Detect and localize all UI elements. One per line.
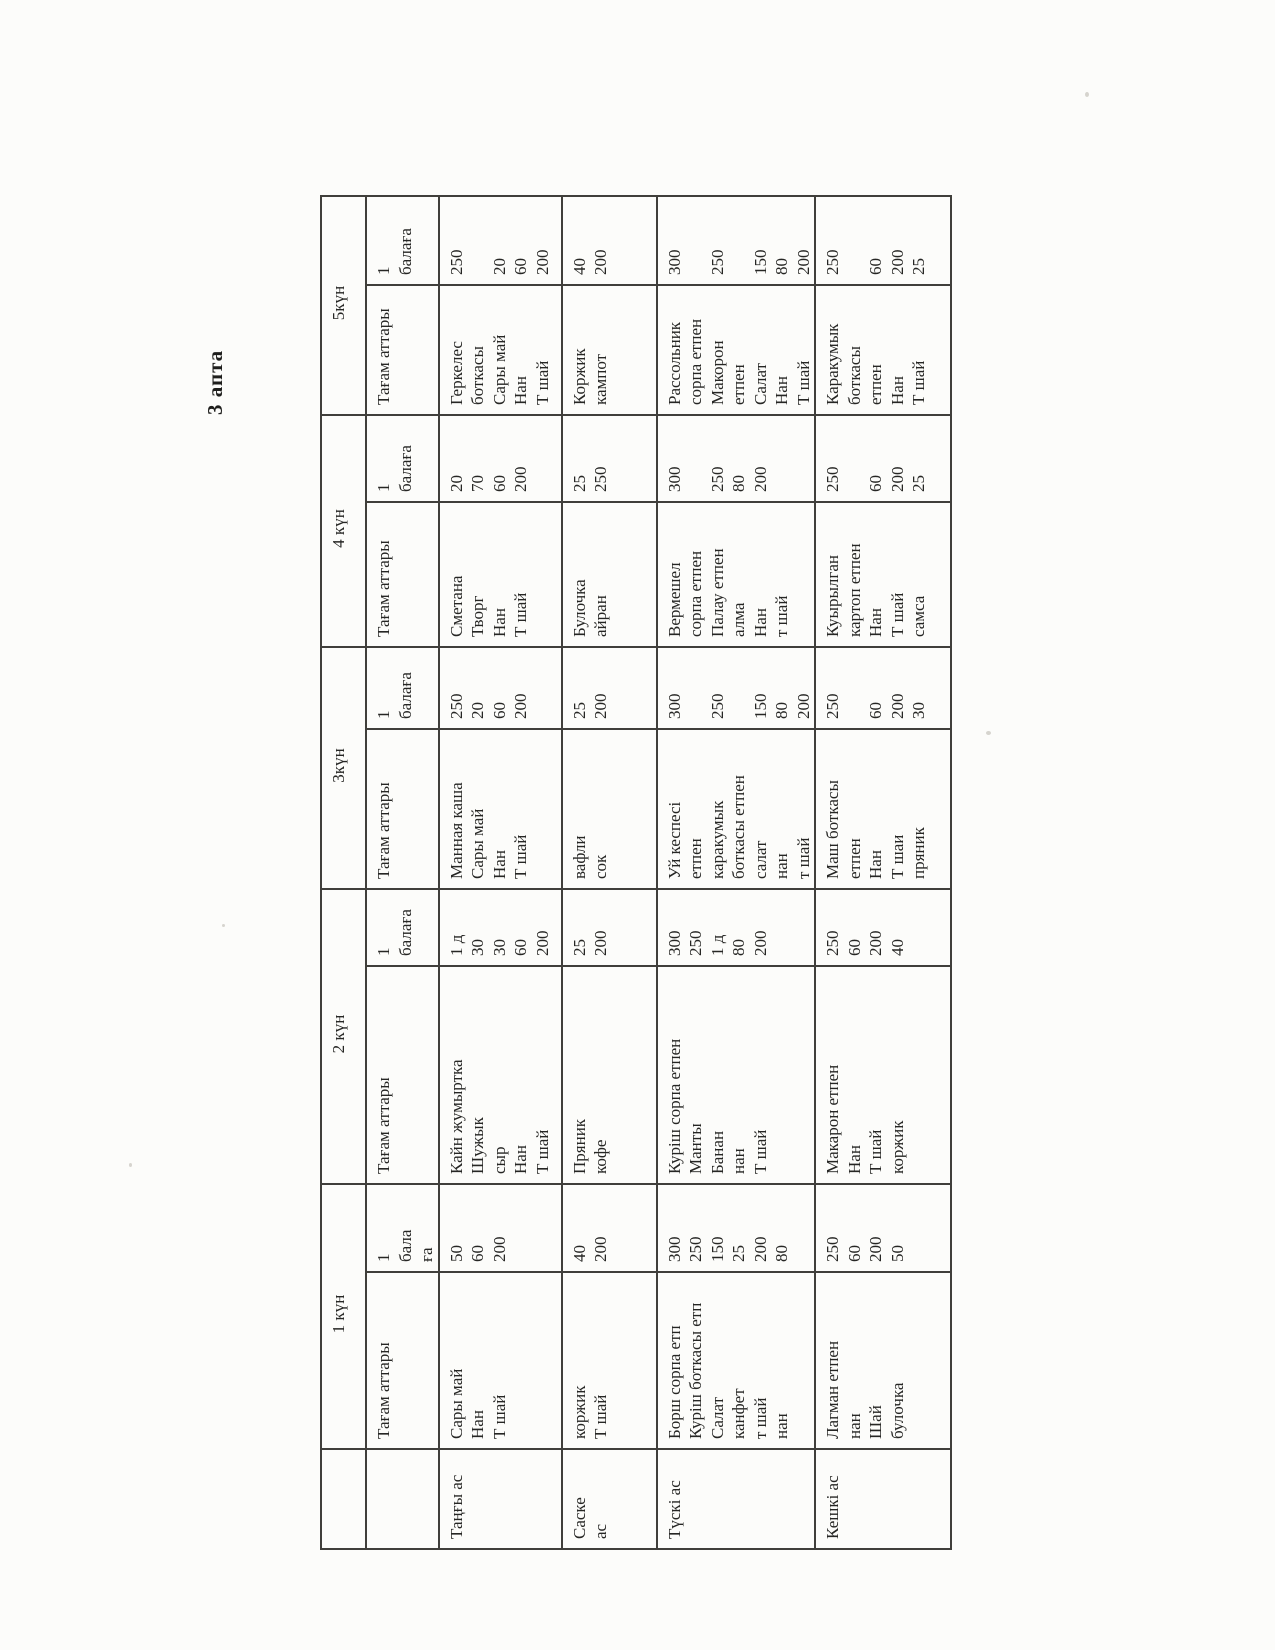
- day5-perchild-header: 1 балаға: [366, 196, 439, 285]
- day3-breakfast-amounts: 250 20 60 200: [438, 647, 562, 729]
- day1-lunch-amounts: 300 250 150 25 200 80: [656, 1184, 815, 1272]
- scan-speck: [129, 1163, 132, 1167]
- day-header-4: 4 күн: [321, 415, 366, 647]
- day4-snack-dishes: Булочка айран: [561, 502, 657, 647]
- day1-dishes-header: Тағам аттары: [366, 1272, 439, 1449]
- day-header-3: 3күн: [321, 647, 366, 889]
- scan-speck: [1085, 92, 1089, 97]
- meal-label-breakfast: Таңғы ас: [438, 1449, 562, 1549]
- day4-snack-amounts: 25 250: [561, 415, 657, 502]
- day2-dinner-amounts: 250 60 200 40: [815, 889, 951, 966]
- day4-dishes-header: Тағам аттары: [366, 502, 439, 647]
- day1-dinner-dishes: Лагман етпен нан Шай булочка: [815, 1272, 951, 1449]
- day4-lunch-amounts: 300 250 80 200: [656, 415, 815, 502]
- day-header-2: 2 күн: [321, 889, 366, 1184]
- corner-cell: [366, 1449, 439, 1549]
- day4-breakfast-dishes: Сметана Творг Нан Т шай: [438, 502, 562, 647]
- day2-lunch-dishes: Куріш сорпа етпен Манты Банан нан Т шай: [656, 966, 815, 1184]
- day5-dinner-dishes: Каракумык боткасы етпен Нан Т шай: [815, 285, 951, 415]
- day3-snack-dishes: вафли сок: [561, 729, 657, 889]
- day1-lunch-dishes: Борш сорпа етп Куріш боткасы етп Салат к…: [656, 1272, 815, 1449]
- day2-breakfast-dishes: Кайн жумыртка Шужык сыр Нан Т шай: [438, 966, 562, 1184]
- day2-snack-amounts: 25 200: [561, 889, 657, 966]
- day5-dishes-header: Тағам аттары: [366, 285, 439, 415]
- day4-dinner-amounts: 250 60 200 25: [815, 415, 951, 502]
- day1-breakfast-amounts: 50 60 200: [438, 1184, 562, 1272]
- day1-perchild-header: 1 бала ға: [366, 1184, 439, 1272]
- day5-snack-dishes: Коржик кампот: [561, 285, 657, 415]
- day3-dishes-header: Тағам аттары: [366, 729, 439, 889]
- day1-breakfast-dishes: Сары май Нан Т шай: [438, 1272, 562, 1449]
- day2-dishes-header: Тағам аттары: [366, 966, 439, 1184]
- scan-speck: [222, 924, 225, 927]
- day3-perchild-header: 1 балаға: [366, 647, 439, 729]
- meal-label-dinner: Кешкі ас: [815, 1449, 951, 1549]
- day3-dinner-dishes: Маш боткасы етпен Нан Т шаи пряник: [815, 729, 951, 889]
- day4-dinner-dishes: Куырылган картоп етпен Нан Т шай самса: [815, 502, 951, 647]
- day4-lunch-dishes: Вермешел сорпа етпен Палау етпен алма На…: [656, 502, 815, 647]
- day5-snack-amounts: 40 200: [561, 196, 657, 285]
- day3-dinner-amounts: 250 60 200 30: [815, 647, 951, 729]
- corner-cell: [321, 1449, 366, 1549]
- day5-breakfast-dishes: Геркелес боткасы Сары май Нан Т шай: [438, 285, 562, 415]
- day5-lunch-dishes: Рассольник сорпа етпен Макорон етпен Сал…: [656, 285, 815, 415]
- day1-dinner-amounts: 250 60 200 50: [815, 1184, 951, 1272]
- scan-speck: [986, 731, 991, 735]
- day2-dinner-dishes: Макарон етпен Нан Т шай коржик: [815, 966, 951, 1184]
- day2-snack-dishes: Пряник кофе: [561, 966, 657, 1184]
- day2-lunch-amounts: 300 250 1 д 80 200: [656, 889, 815, 966]
- day5-lunch-amounts: 300 250 150 80 200: [656, 196, 815, 285]
- day3-lunch-amounts: 300 250 150 80 200: [656, 647, 815, 729]
- day-header-5: 5күн: [321, 196, 366, 415]
- menu-table: 1 күн 2 күн 3күн 4 күн 5күн Тағам аттары…: [320, 195, 952, 1550]
- day1-snack-dishes: коржик Т шай: [561, 1272, 657, 1449]
- meal-label-snack: Саске ас: [561, 1449, 657, 1549]
- day2-perchild-header: 1 балаға: [366, 889, 439, 966]
- document-title: 3 апта: [203, 349, 227, 415]
- day5-breakfast-amounts: 250 20 60 200: [438, 196, 562, 285]
- day2-breakfast-amounts: 1 д 30 30 60 200: [438, 889, 562, 966]
- meal-label-lunch: Түскі ас: [656, 1449, 815, 1549]
- day1-snack-amounts: 40 200: [561, 1184, 657, 1272]
- day3-lunch-dishes: Уй кеспесі етпен каракумык боткасы етпен…: [656, 729, 815, 889]
- day4-breakfast-amounts: 20 70 60 200: [438, 415, 562, 502]
- day3-snack-amounts: 25 200: [561, 647, 657, 729]
- day4-perchild-header: 1 балаға: [366, 415, 439, 502]
- day5-dinner-amounts: 250 60 200 25: [815, 196, 951, 285]
- day3-breakfast-dishes: Манная каша Сары май Нан Т шай: [438, 729, 562, 889]
- day-header-1: 1 күн: [321, 1184, 366, 1449]
